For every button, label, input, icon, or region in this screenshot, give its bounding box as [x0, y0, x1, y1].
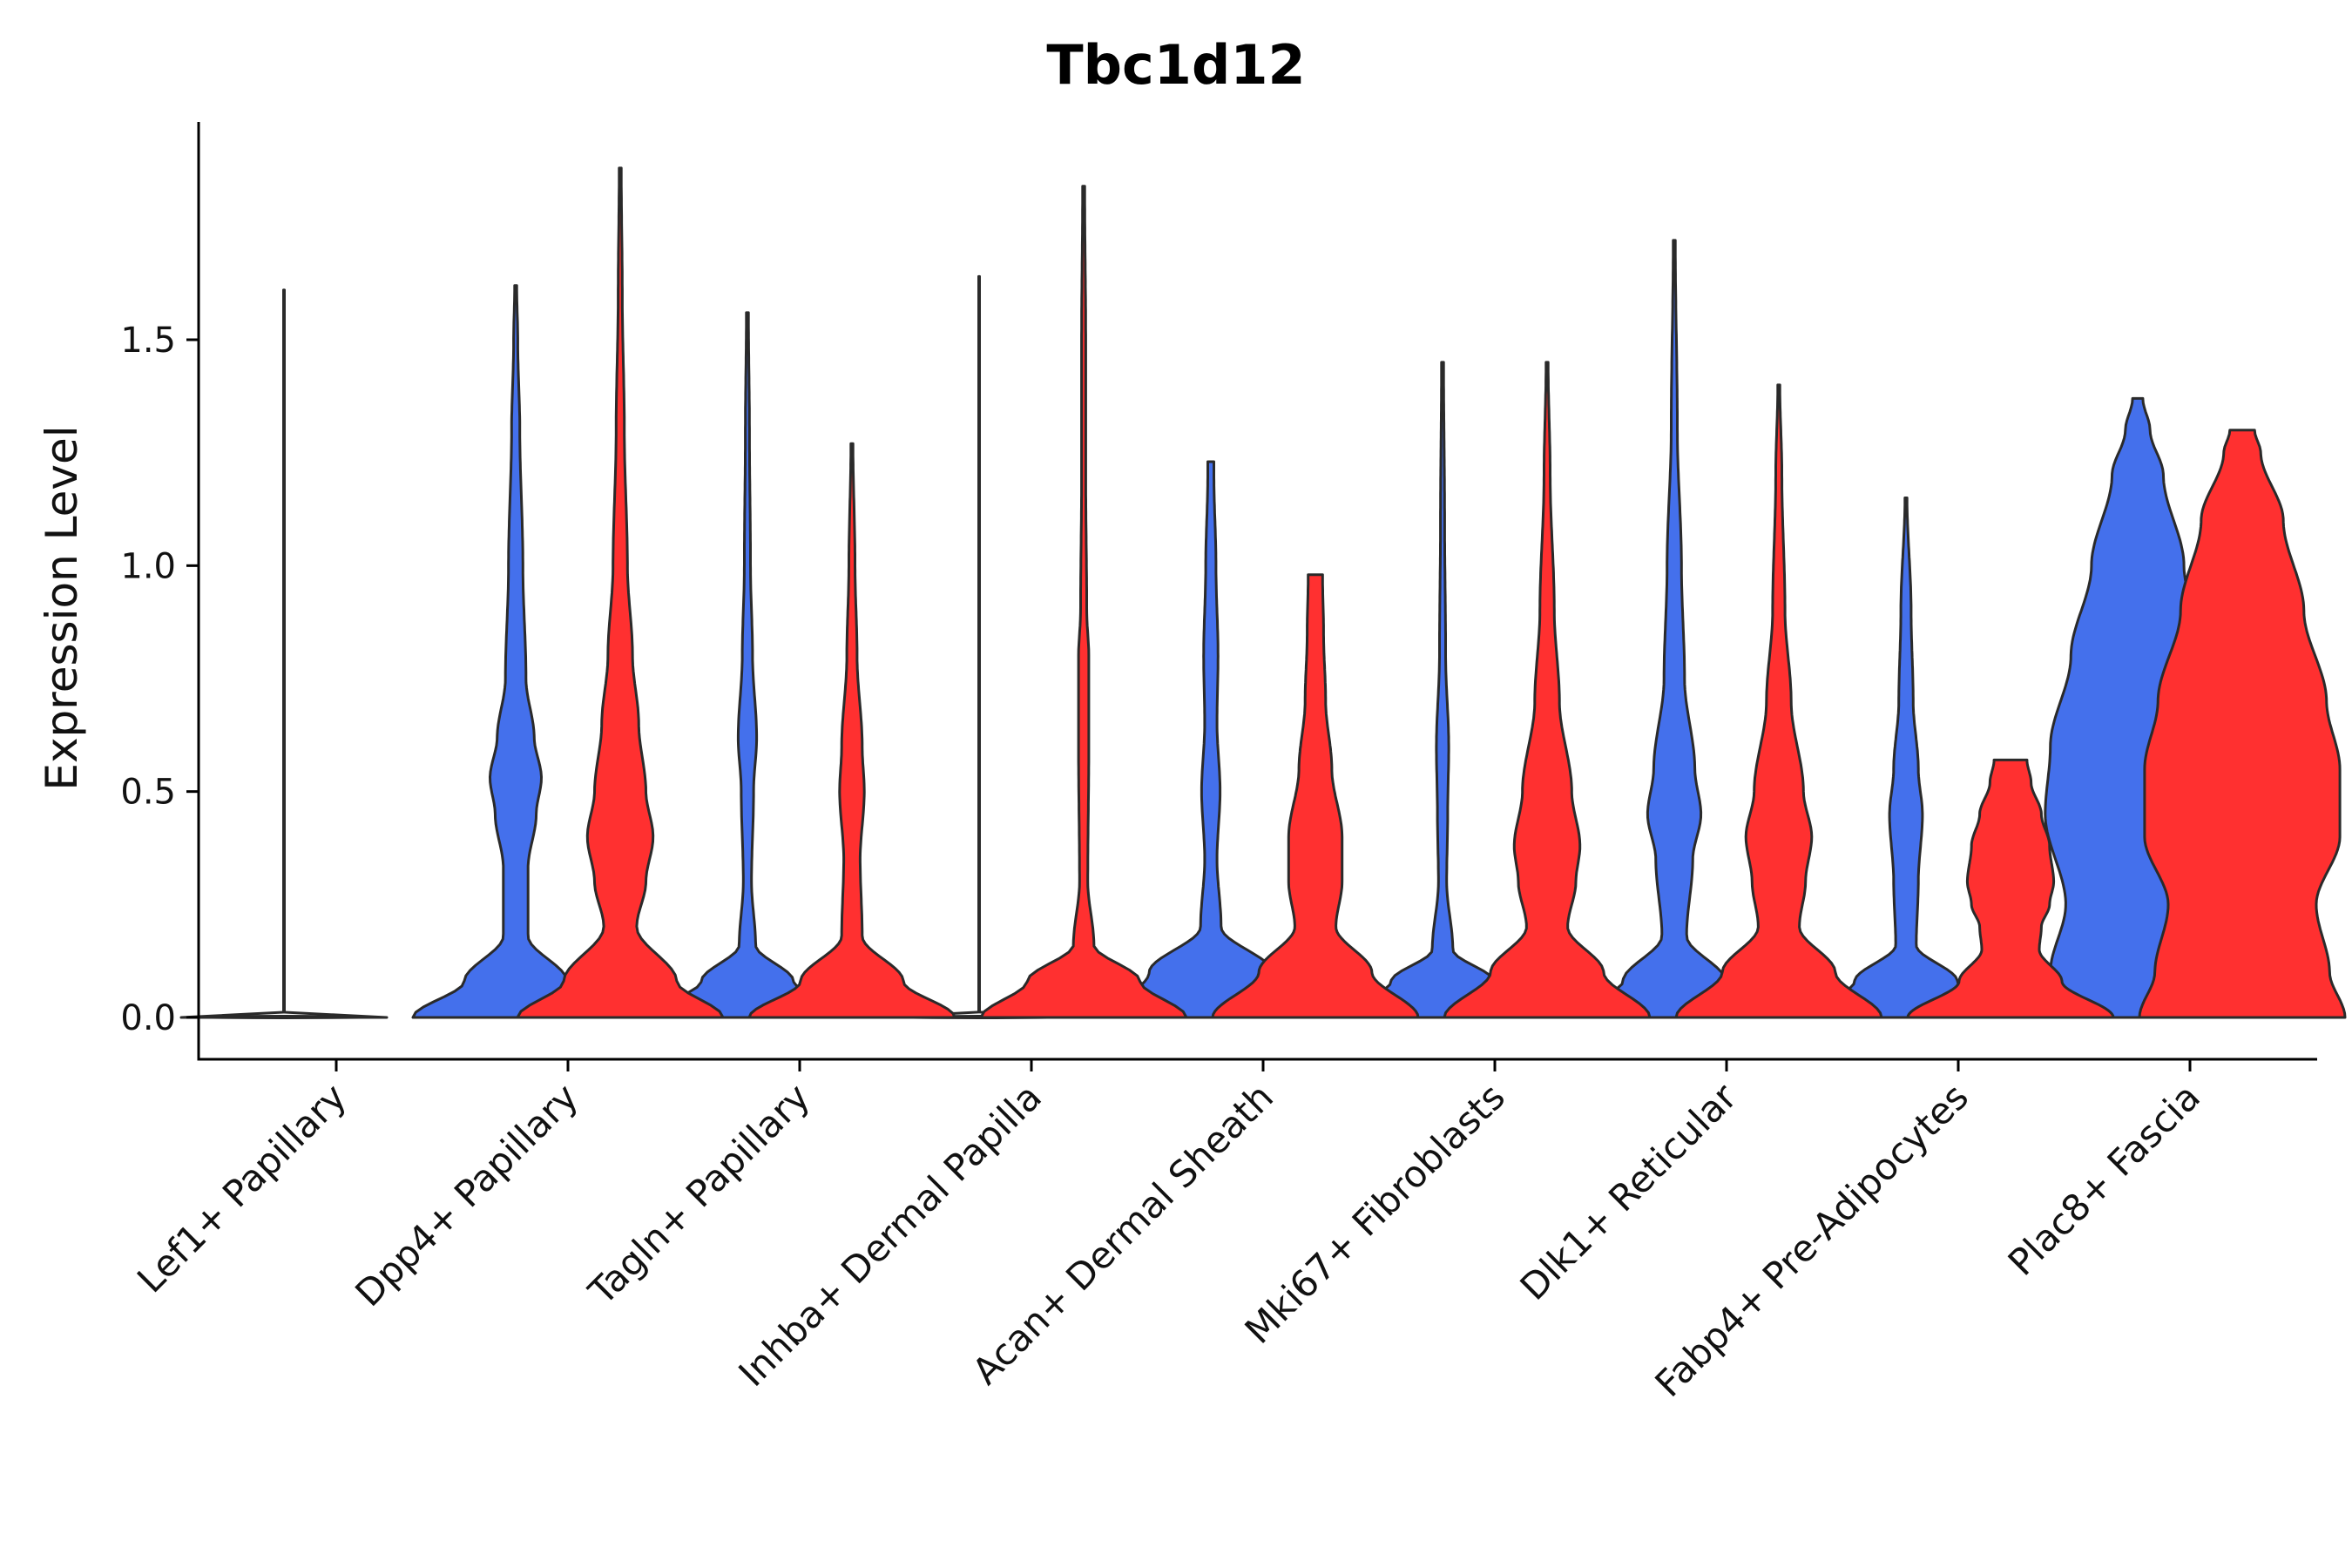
- y-tick-label: 1.0: [120, 546, 176, 586]
- violins-layer: [179, 166, 2347, 1019]
- chart-title: Tbc1d12: [1046, 33, 1306, 97]
- violin-group1-4: [1106, 460, 1315, 1019]
- violin-group1-1: [411, 284, 620, 1019]
- violin-group1-2: [643, 311, 852, 1019]
- x-category-label: Mki67+ Fibroblasts: [1237, 1075, 1513, 1351]
- y-axis-label: Expression Level: [37, 425, 87, 790]
- violin-base-group1-0: [180, 1015, 388, 1019]
- violin-group1-7: [1801, 497, 2011, 1019]
- x-category-label: Dpp4+ Papillary: [347, 1075, 586, 1315]
- violin-group2-7: [1906, 758, 2115, 1019]
- y-tick-label: 0.5: [120, 773, 176, 813]
- violin-group2-3: [979, 185, 1188, 1019]
- violin-group1-6: [1570, 239, 1779, 1019]
- x-category-label: Tagln+ Papillary: [580, 1075, 818, 1313]
- y-ticks: 0.0 0.5 1.0 1.5: [120, 321, 199, 1038]
- violin-group1-3: [875, 274, 1084, 1019]
- violin-group1-5: [1338, 361, 1547, 1019]
- y-tick-label: 0.0: [120, 998, 176, 1038]
- y-tick-label: 1.5: [120, 321, 176, 361]
- violin-group2-6: [1674, 383, 1883, 1019]
- violin-group2-4: [1211, 573, 1420, 1019]
- violin-group2-1: [516, 166, 725, 1019]
- x-category-label: Lef1+ Papillary: [129, 1075, 355, 1301]
- x-category-label: Plac8+ Fascia: [2000, 1075, 2208, 1283]
- violin-group2-5: [1443, 361, 1652, 1019]
- violin-group2-8: [2138, 429, 2347, 1019]
- violin-group1-0: [179, 288, 389, 1019]
- violin-group2-2: [747, 442, 956, 1019]
- x-category-label: Dlk1+ Reticular: [1512, 1075, 1746, 1308]
